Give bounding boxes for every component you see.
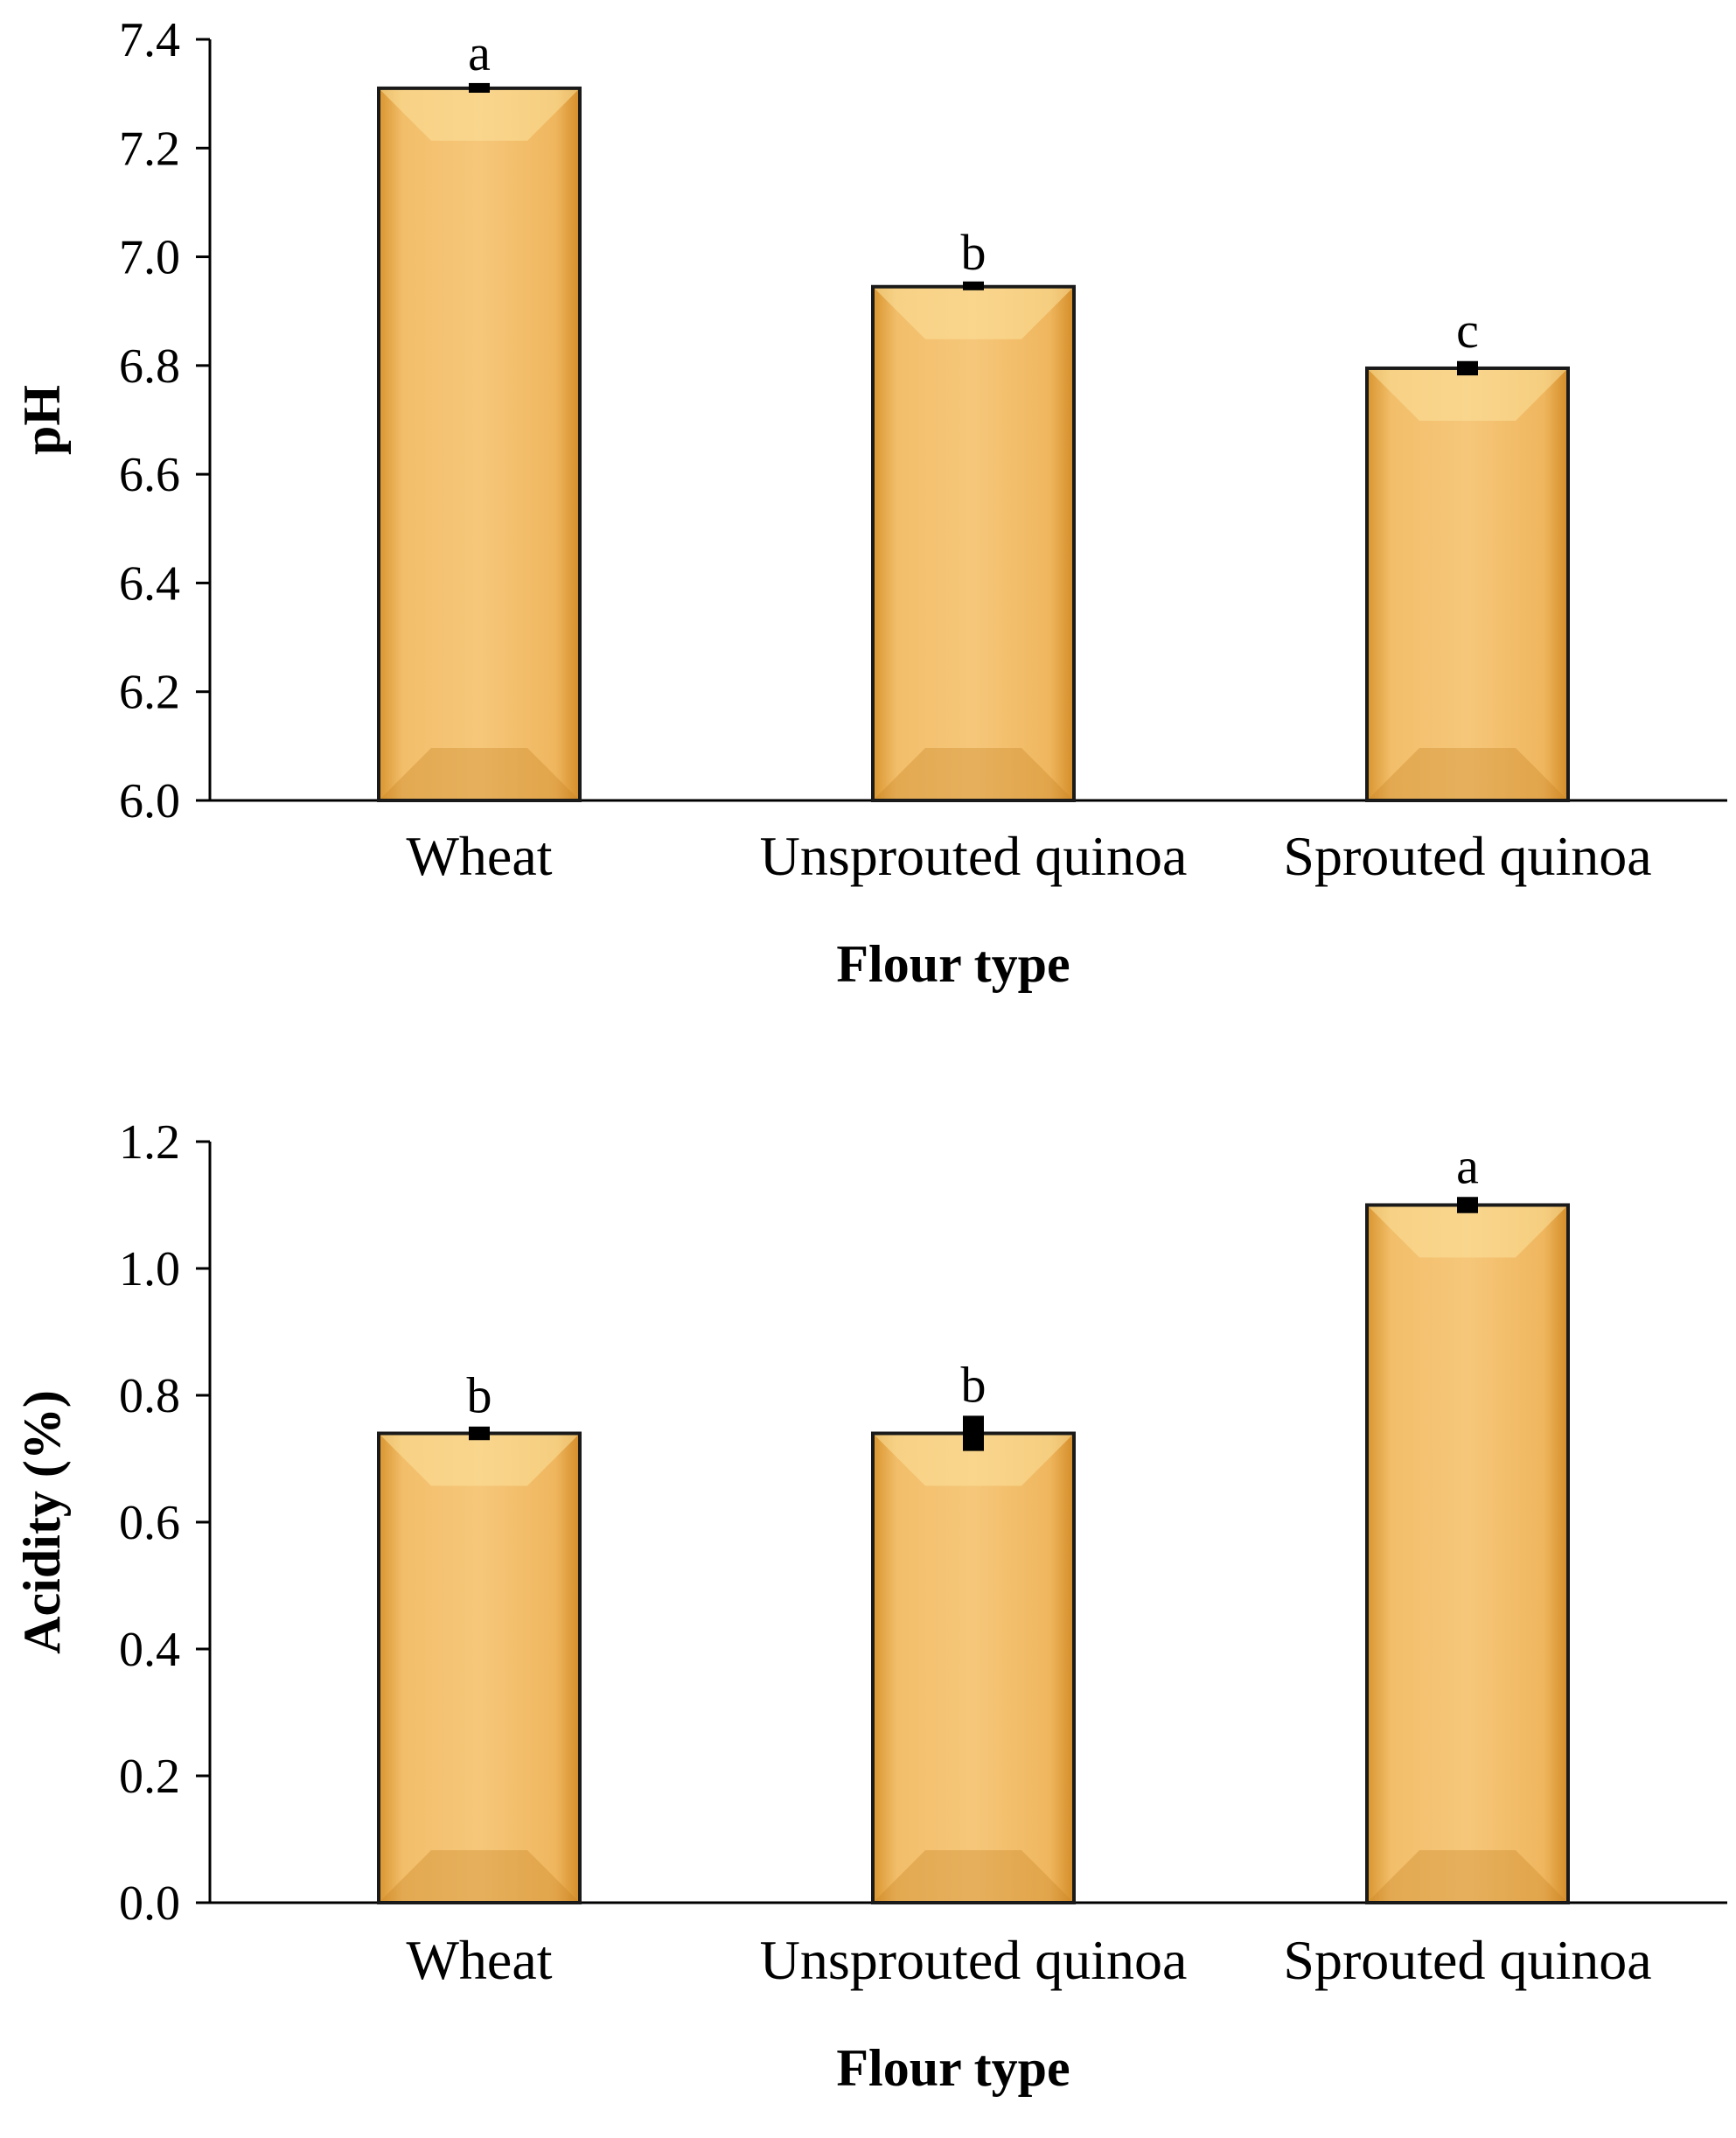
acidity-significance-label-0: b [467,1367,492,1424]
ph-y-tick-label: 6.0 [119,774,180,828]
ph-y-tick-label: 6.6 [119,448,180,502]
ph-bar-bevel-top-2 [1369,369,1566,421]
ph-bar-bevel-top-0 [380,89,578,141]
acidity-bar-bevel-bottom-1 [875,1850,1072,1901]
ph-bar-1 [871,284,1076,802]
ph-bar-0 [377,86,582,802]
ph-y-tick-label: 6.4 [119,556,180,611]
ph-category-label-0: Wheat [407,825,553,887]
ph-y-tick-label: 6.2 [119,666,180,720]
ph-error-marker-0 [469,82,490,92]
ph-bar-bevel-bottom-0 [380,748,578,799]
ph-significance-label-0: a [468,24,491,81]
acidity-significance-label-2: a [1456,1137,1479,1194]
ph-significance-label-1: b [961,224,987,281]
ph-y-tick-label: 6.8 [119,339,180,394]
ph-category-label-2: Sprouted quinoa [1283,825,1651,887]
acidity-y-tick-label: 0.8 [119,1369,180,1423]
ph-y-tick-label: 7.4 [119,13,180,67]
ph-bar-2 [1365,366,1570,802]
acidity-bar-2 [1365,1203,1570,1904]
acidity-chart: 0.0 0.2 0.4 0.6 0.8 1.0 1.2 Acidity (%) b Wheat b U… [13,1115,1727,2097]
acidity-y-tick-label: 1.2 [119,1115,180,1170]
ph-error-marker-1 [963,281,984,290]
acidity-y-tick-label: 0.0 [119,1876,180,1931]
ph-y-axis-title: pH [13,385,71,455]
ph-bar-bevel-bottom-2 [1369,748,1566,799]
acidity-x-axis-title: Flour type [836,2039,1070,2097]
acidity-bar-bevel-top-0 [380,1435,578,1486]
acidity-category-label-0: Wheat [407,1929,553,1991]
acidity-y-tick-label: 1.0 [119,1242,180,1296]
acidity-y-tick-label: 0.6 [119,1496,180,1550]
ph-x-axis-title: Flour type [836,935,1070,993]
acidity-error-marker-0 [469,1428,490,1439]
ph-category-label-1: Unsprouted quinoa [760,825,1188,887]
acidity-y-axis-title: Acidity (%) [13,1390,71,1654]
acidity-y-tick-label: 0.2 [119,1750,180,1804]
ph-y-tick-label: 7.0 [119,231,180,285]
acidity-significance-label-1: b [961,1356,987,1413]
ph-bar-bevel-top-1 [875,288,1072,339]
acidity-error-marker-2 [1457,1198,1478,1212]
acidity-y-tick-label: 0.4 [119,1623,180,1677]
acidity-bar-0 [377,1431,582,1904]
ph-error-marker-2 [1457,362,1478,374]
acidity-bar-bevel-bottom-2 [1369,1850,1566,1901]
ph-y-tick-label: 7.2 [119,122,180,176]
acidity-bar-bevel-bottom-0 [380,1850,578,1901]
ph-chart: 6.0 6.2 6.4 6.6 6.8 7.0 7.2 7.4 pH a Wheat b Unsprou… [13,13,1727,993]
ph-bar-bevel-bottom-1 [875,748,1072,799]
acidity-bar-bevel-top-2 [1369,1206,1566,1258]
acidity-category-label-1: Unsprouted quinoa [760,1929,1188,1991]
acidity-error-marker-1 [963,1417,984,1450]
acidity-bar-bevel-top-1 [875,1435,1072,1486]
acidity-category-label-2: Sprouted quinoa [1283,1929,1651,1991]
ph-significance-label-2: c [1456,302,1479,359]
acidity-bar-1 [871,1431,1076,1904]
